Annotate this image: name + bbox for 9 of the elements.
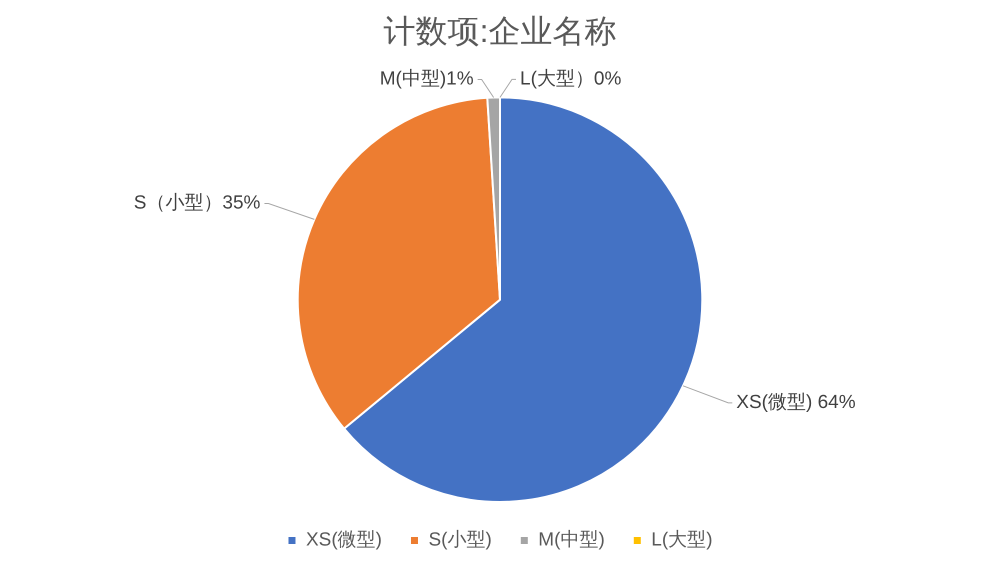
legend-label: S(小型)	[428, 530, 492, 551]
legend-label: XS(微型)	[306, 530, 382, 551]
legend-label: M(中型)	[538, 530, 605, 551]
data-label: M(中型)1%	[380, 68, 474, 90]
data-label: S（小型）35%	[134, 192, 261, 214]
data-label: XS(微型) 64%	[736, 392, 856, 414]
chart-title: 计数项:企业名称	[384, 13, 616, 50]
legend-label: L(大型)	[651, 530, 713, 551]
text: L(大型）0%	[520, 68, 622, 90]
